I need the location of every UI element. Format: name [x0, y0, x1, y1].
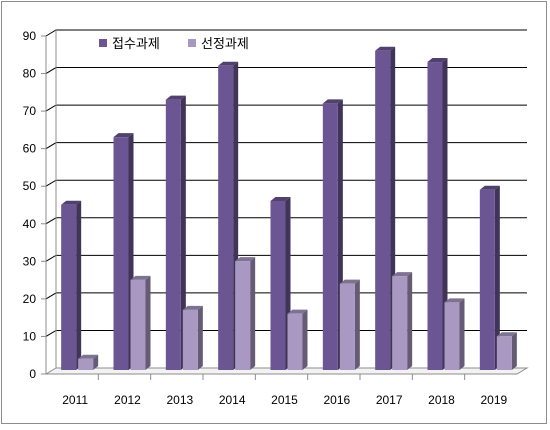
- bar-front: [322, 103, 338, 370]
- bar-front: [427, 62, 443, 371]
- bar-front: [61, 204, 77, 370]
- bar-front: [218, 65, 234, 371]
- x-tick-label: 2017: [376, 393, 403, 407]
- bar-side: [250, 257, 256, 370]
- bar-selected: [392, 272, 413, 370]
- x-tick-label: 2015: [271, 393, 298, 407]
- y-tick-label: 20: [23, 292, 37, 306]
- bars: [61, 46, 517, 371]
- gridline: [45, 67, 527, 74]
- bar-side: [494, 185, 500, 370]
- bar-side: [145, 275, 151, 370]
- bar-selected: [130, 275, 151, 370]
- y-tick-label: 90: [23, 29, 37, 43]
- bar-top: [322, 99, 343, 104]
- bar-top: [444, 298, 465, 303]
- y-tick-labels: 0 10 20 30 40 50 60 70 80 90: [23, 29, 37, 381]
- x-tick-labels: 2011 2012 2013 2014 2015 2016 2017 2018 2019: [62, 393, 507, 407]
- bar-top: [496, 332, 517, 337]
- bar-side: [93, 354, 99, 370]
- chart-frame: 0 10 20 30 40 50 60 70 80 90 2011 2012 2013 2014 2015…: [1, 1, 547, 424]
- bar-top: [78, 354, 99, 359]
- bar-received: [165, 95, 186, 370]
- y-tick-label: 60: [23, 142, 37, 156]
- y-tick-label: 30: [23, 254, 37, 268]
- bar-side: [407, 272, 413, 370]
- legend-label-series-1: 접수과제: [112, 37, 160, 52]
- bar-received: [427, 58, 448, 371]
- bar-selected: [444, 298, 465, 370]
- x-tick-label: 2019: [480, 393, 507, 407]
- legend: 접수과제 선정과제: [99, 37, 249, 52]
- bar-top: [270, 197, 291, 201]
- legend-swatch-series-1: [99, 39, 107, 47]
- bar-front: [339, 283, 355, 370]
- bar-selected: [235, 257, 256, 370]
- bar-front: [113, 137, 129, 370]
- bar-top: [182, 305, 203, 310]
- bar-front: [287, 313, 303, 370]
- bar-selected: [182, 305, 203, 370]
- y-tick-label: 80: [23, 67, 37, 81]
- bar-top: [218, 61, 239, 66]
- x-tick-label: 2013: [166, 393, 193, 407]
- legend-label-series-2: 선정과제: [201, 37, 249, 52]
- x-tick-label: 2014: [219, 393, 246, 407]
- bar-received: [61, 200, 82, 370]
- bar-top: [479, 185, 500, 190]
- bar-front: [479, 189, 495, 370]
- x-tick-label: 2012: [114, 393, 141, 407]
- bar-front: [444, 302, 460, 370]
- bar-selected: [287, 309, 308, 370]
- bar-selected: [339, 279, 360, 370]
- x-tick-label: 2018: [428, 393, 455, 407]
- bar-top: [392, 272, 413, 277]
- bar-top: [61, 200, 82, 205]
- bar-side: [197, 305, 203, 370]
- bar-front: [78, 358, 94, 370]
- y-tick-label: 0: [29, 367, 36, 381]
- bar-front: [375, 50, 391, 371]
- y-tick-label: 70: [23, 104, 37, 118]
- legend-swatch-series-2: [188, 39, 196, 47]
- bar-front: [235, 261, 251, 370]
- bar-side: [354, 279, 360, 370]
- bar-side: [511, 332, 517, 370]
- y-tick-label: 10: [23, 329, 37, 343]
- bar-front: [182, 309, 198, 370]
- bar-top: [375, 46, 396, 51]
- bar-selected: [78, 354, 99, 370]
- bar-side: [180, 95, 186, 370]
- bar-top: [287, 309, 308, 314]
- bar-received: [479, 185, 500, 370]
- bar-side: [302, 309, 308, 370]
- bar-top: [113, 133, 134, 138]
- bar-front: [496, 336, 512, 370]
- y-tick-label: 50: [23, 179, 37, 193]
- x-tick-label: 2011: [62, 393, 88, 407]
- bar-side: [442, 58, 448, 371]
- bar-front: [165, 99, 181, 370]
- bar-top: [130, 275, 151, 280]
- bar-side: [459, 298, 465, 370]
- x-tick-label: 2016: [323, 393, 350, 407]
- bar-top: [427, 58, 448, 63]
- bar-selected: [496, 332, 517, 370]
- bar-side: [76, 200, 82, 370]
- y-tick-label: 40: [23, 217, 37, 231]
- bar-top: [339, 279, 360, 284]
- bar-chart: 0 10 20 30 40 50 60 70 80 90 2011 2012 2013 2014 2015…: [23, 29, 529, 407]
- gridline: [45, 29, 527, 37]
- bar-front: [130, 279, 146, 370]
- bar-top: [165, 95, 186, 100]
- bar-front: [270, 201, 286, 370]
- bar-received: [322, 99, 343, 370]
- gridline: [45, 104, 527, 112]
- bar-top: [235, 257, 256, 262]
- bar-front: [392, 276, 408, 370]
